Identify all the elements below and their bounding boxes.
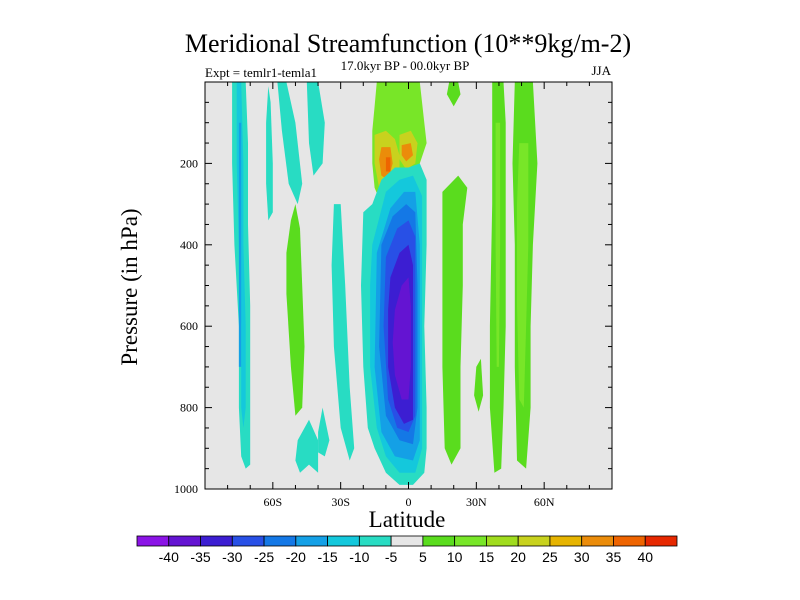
colorbar-label: 15 — [479, 549, 495, 565]
colorbar-label: -15 — [317, 549, 337, 565]
colorbar-swatch — [231, 535, 265, 547]
colorbar-label: 40 — [637, 549, 653, 565]
contour-region — [306, 82, 325, 176]
contour-region — [238, 122, 242, 367]
colorbar-swatch — [390, 535, 424, 547]
colorbar-label: 35 — [606, 549, 622, 565]
colorbar-swatch — [263, 535, 297, 547]
colorbar-label: -25 — [254, 549, 274, 565]
colorbar-swatch — [644, 535, 678, 547]
colorbar-swatch — [327, 535, 360, 547]
colorbar: -40 -35 -30 -25 -20 -15 -10 -5 5 10 15 20 25 30 35 40 — [136, 535, 678, 565]
colorbar-swatch — [613, 535, 646, 547]
colorbar-label: -20 — [286, 549, 306, 565]
chart-title: Meridional Streamfunction (10**9kg/m-2) — [185, 29, 631, 58]
y-tick-label: 200 — [180, 156, 198, 170]
x-axis: 60S 30S 0 30N 60N — [227, 82, 590, 509]
colorbar-label: 20 — [510, 549, 526, 565]
colorbar-swatch — [422, 535, 456, 547]
contour-region — [385, 157, 391, 172]
y-axis-label: Pressure (in hPa) — [117, 208, 142, 365]
plot-area — [204, 81, 613, 490]
contour-region — [446, 82, 461, 107]
y-axis: 200 400 600 800 1000 — [174, 101, 612, 496]
contour-region — [331, 204, 355, 461]
colorbar-swatch — [581, 535, 614, 547]
x-tick-label: 60S — [263, 495, 282, 509]
contour-region — [286, 204, 305, 416]
chart-subtitle-center: 17.0kyr BP - 00.0kyr BP — [341, 58, 470, 73]
x-tick-label: 30S — [331, 495, 350, 509]
colorbar-swatch — [136, 535, 170, 547]
contour-region — [392, 277, 411, 400]
x-tick-label: 60N — [534, 495, 555, 509]
colorbar-label: -35 — [190, 549, 210, 565]
contour-region — [442, 175, 468, 465]
contour-region — [474, 358, 484, 412]
x-tick-label: 30N — [466, 495, 487, 509]
contour-region — [318, 407, 330, 457]
chart-subtitle-right: JJA — [591, 63, 611, 78]
y-tick-label: 400 — [180, 238, 198, 252]
contour-region — [277, 82, 303, 205]
colorbar-label: 25 — [542, 549, 558, 565]
contour-region — [517, 143, 529, 408]
colorbar-label: 5 — [419, 549, 427, 565]
colorbar-label: -40 — [159, 549, 179, 565]
colorbar-label: 30 — [574, 549, 590, 565]
x-tick-label: 0 — [406, 495, 412, 509]
colorbar-label: -30 — [222, 549, 242, 565]
contour-region — [401, 143, 413, 162]
y-tick-label: 600 — [180, 319, 198, 333]
contour-region — [266, 86, 273, 221]
colorbar-swatch — [454, 535, 487, 547]
colorbar-swatch — [486, 535, 519, 547]
colorbar-label: -5 — [385, 549, 398, 565]
x-axis-label: Latitude — [369, 507, 446, 532]
contour-region — [295, 419, 319, 473]
colorbar-swatch — [200, 535, 233, 547]
contour-region — [495, 122, 501, 367]
colorbar-swatch — [358, 535, 392, 547]
colorbar-swatch — [295, 535, 328, 547]
y-tick-label: 1000 — [174, 482, 198, 496]
chart-subtitle-left: Expt = temlr1-temla1 — [205, 65, 317, 80]
colorbar-swatch — [168, 535, 201, 547]
colorbar-label: 10 — [447, 549, 463, 565]
colorbar-label: -10 — [349, 549, 369, 565]
y-tick-label: 800 — [180, 401, 198, 415]
colorbar-swatch — [549, 535, 583, 547]
colorbar-swatch — [517, 535, 551, 547]
